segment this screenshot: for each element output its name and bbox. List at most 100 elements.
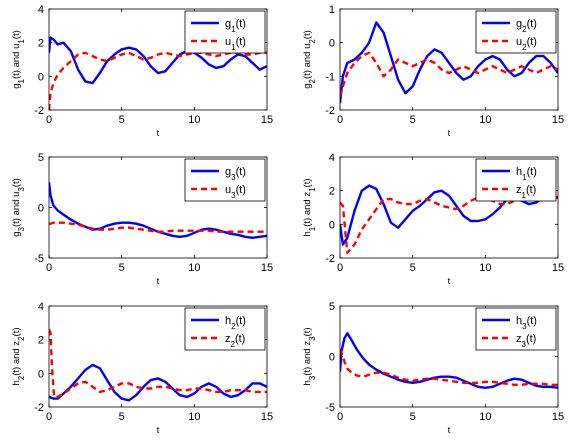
x-axis-label: t xyxy=(157,276,160,287)
legend-entry-label: u1(t) xyxy=(225,36,246,52)
x-tick-label: 5 xyxy=(119,411,125,423)
y-axis-label: h1(t) and z1(t) xyxy=(302,178,317,236)
legend: h3(t) z3(t) xyxy=(475,307,557,351)
legend-entry-label: z1(t) xyxy=(516,184,536,200)
legend: g2(t) u2(t) xyxy=(475,10,557,54)
legend: g1(t) u1(t) xyxy=(184,10,266,54)
y-axis-label: g2(t) and u2(t) xyxy=(302,30,317,89)
series-line-z1 xyxy=(340,196,558,255)
series-line-z2 xyxy=(49,329,267,399)
x-tick-label: 0 xyxy=(46,114,52,126)
x-tick-label: 15 xyxy=(261,114,273,126)
y-tick-label: -2 xyxy=(325,253,335,265)
legend-box xyxy=(184,307,266,351)
legend: h2(t) z2(t) xyxy=(184,307,266,351)
x-axis-label: t xyxy=(448,425,451,436)
legend: h1(t) z1(t) xyxy=(475,158,557,202)
x-tick-label: 15 xyxy=(261,411,273,423)
y-tick-label: 5 xyxy=(38,152,44,164)
series-line-g3 xyxy=(49,182,267,240)
legend: g3(t) u3(t) xyxy=(184,158,266,202)
axes-box xyxy=(339,8,559,111)
legend-entry-label: u2(t) xyxy=(516,36,537,52)
legend-entry-label: h2(t) xyxy=(225,315,246,331)
legend-box xyxy=(184,10,266,54)
series-line-z3 xyxy=(340,348,558,386)
x-axis-label: t xyxy=(448,276,451,287)
y-tick-label: -2 xyxy=(325,105,335,117)
y-tick-label: 2 xyxy=(38,38,44,50)
y-tick-label: -2 xyxy=(34,105,44,117)
legend-entry-label: g1(t) xyxy=(225,18,246,34)
x-tick-label: 15 xyxy=(552,114,564,126)
legend-entry-label: z3(t) xyxy=(516,333,536,349)
y-tick-label: 4 xyxy=(38,301,44,313)
x-tick-label: 10 xyxy=(188,114,200,126)
y-tick-label: 0 xyxy=(329,352,335,364)
legend-box xyxy=(475,307,557,351)
legend-entry-label: h3(t) xyxy=(516,315,537,331)
y-tick-label: 4 xyxy=(329,152,335,164)
x-tick-label: 5 xyxy=(119,114,125,126)
series-line-h3 xyxy=(340,332,558,389)
axes-box xyxy=(339,156,559,259)
x-tick-label: 10 xyxy=(188,411,200,423)
legend-entry-label: g2(t) xyxy=(516,18,537,34)
legend-entry-label: g3(t) xyxy=(225,166,246,182)
y-tick-label: 0 xyxy=(329,219,335,231)
y-tick-label: 0 xyxy=(38,71,44,83)
y-tick-label: -2 xyxy=(34,402,44,414)
x-tick-label: 0 xyxy=(337,411,343,423)
x-tick-label: 0 xyxy=(337,114,343,126)
legend-box xyxy=(475,158,557,202)
x-axis-label: t xyxy=(157,128,160,139)
x-tick-label: 5 xyxy=(410,114,416,126)
y-axis-label: g3(t) and u3(t) xyxy=(11,178,26,237)
axes-box xyxy=(48,8,268,111)
x-axis-label: t xyxy=(157,425,160,436)
x-tick-label: 0 xyxy=(46,411,52,423)
y-tick-label: -1 xyxy=(325,71,335,83)
series-line-u2 xyxy=(340,51,558,97)
y-axis-label: h3(t) and z3(t) xyxy=(302,327,317,385)
y-tick-label: 1 xyxy=(329,4,335,16)
series-line-g1 xyxy=(49,36,267,85)
x-tick-label: 0 xyxy=(337,262,343,274)
series-line-u1 xyxy=(49,51,267,110)
chart-panel-2: 0 5 10 15 -2 -1 0 1 t g2(t) and u2(t) g2(t) u2(t) xyxy=(302,4,564,139)
y-tick-label: 0 xyxy=(329,38,335,50)
series-line-u3 xyxy=(49,221,267,233)
y-tick-label: 2 xyxy=(329,186,335,198)
y-tick-label: -5 xyxy=(325,402,335,414)
y-tick-label: 0 xyxy=(38,368,44,380)
y-tick-label: 5 xyxy=(329,301,335,313)
axes-box xyxy=(48,305,268,408)
legend-entry-label: u3(t) xyxy=(225,184,246,200)
x-tick-label: 10 xyxy=(479,411,491,423)
x-tick-label: 10 xyxy=(479,114,491,126)
x-tick-label: 10 xyxy=(188,262,200,274)
y-tick-label: 0 xyxy=(38,203,44,215)
legend-entry-label: z2(t) xyxy=(225,333,245,349)
y-tick-label: 2 xyxy=(38,335,44,347)
legend-box xyxy=(475,10,557,54)
x-tick-label: 15 xyxy=(552,262,564,274)
y-axis-label: g1(t) and u1(t) xyxy=(11,30,26,89)
series-line-g2 xyxy=(340,21,558,104)
legend-entry-label: h1(t) xyxy=(516,166,537,182)
x-tick-label: 5 xyxy=(410,411,416,423)
x-tick-label: 0 xyxy=(46,262,52,274)
x-tick-label: 15 xyxy=(552,411,564,423)
y-tick-label: 4 xyxy=(38,4,44,16)
x-tick-label: 10 xyxy=(479,262,491,274)
x-tick-label: 5 xyxy=(410,262,416,274)
legend-box xyxy=(184,158,266,202)
x-axis-label: t xyxy=(448,128,451,139)
series-line-h2 xyxy=(49,363,267,402)
